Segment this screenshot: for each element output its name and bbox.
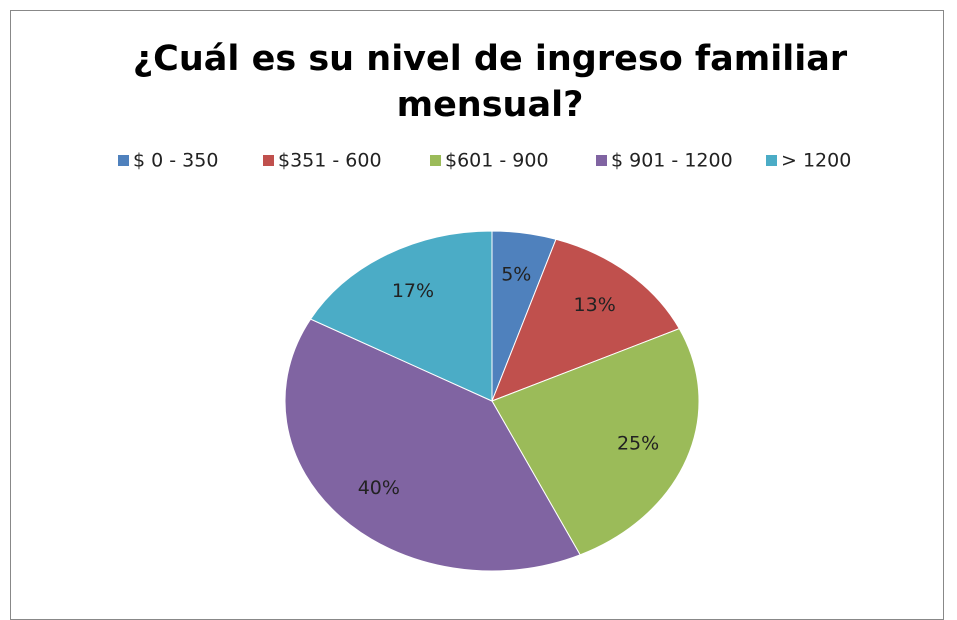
pie-slice: [491, 238, 681, 402]
data-label: 40%: [358, 477, 400, 499]
legend-label: $ 901 - 1200: [611, 150, 733, 172]
legend-swatch: [118, 155, 129, 166]
data-label: 13%: [574, 294, 616, 316]
pie-slice: [309, 230, 493, 402]
data-label: 5%: [501, 264, 531, 286]
pie-slice: [284, 318, 581, 572]
data-label: 17%: [392, 280, 434, 302]
legend-label: > 1200: [781, 150, 851, 172]
pie-slice: [491, 327, 700, 556]
legend-swatch: [596, 155, 607, 166]
legend-label: $601 - 900: [445, 150, 549, 172]
legend-label: $351 - 600: [278, 150, 382, 172]
legend-swatch: [263, 155, 274, 166]
legend-swatch: [430, 155, 441, 166]
data-label: 25%: [617, 433, 659, 455]
legend-label: $ 0 - 350: [133, 150, 218, 172]
legend-swatch: [766, 155, 777, 166]
chart-title: ¿Cuál es su nivel de ingreso familiar me…: [132, 39, 848, 125]
